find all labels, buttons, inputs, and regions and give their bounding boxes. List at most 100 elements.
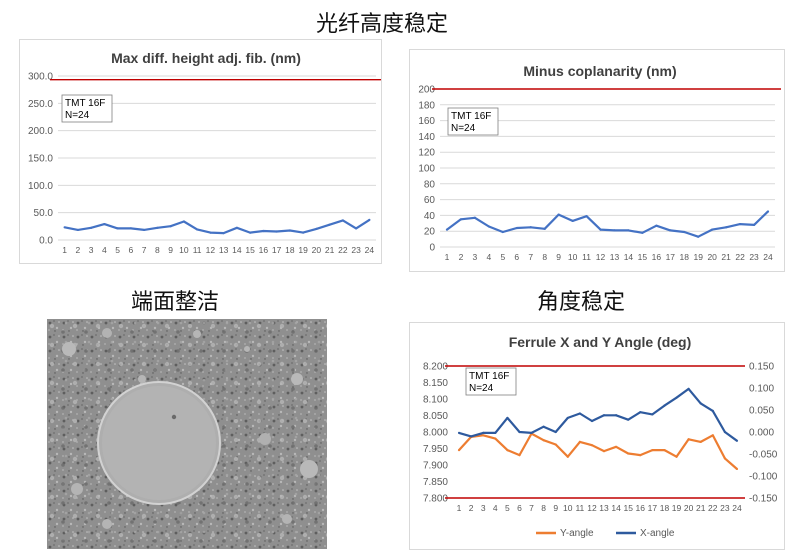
y-tick-label: 0: [429, 243, 435, 254]
x-tick-label: 13: [599, 503, 609, 513]
data-point: [578, 412, 581, 415]
data-point: [262, 229, 265, 233]
data-point: [590, 419, 594, 423]
y-tick-label: 8.000: [423, 428, 448, 439]
x-tick-label: 15: [245, 245, 255, 255]
annotation-line: N=24: [451, 123, 476, 134]
series-line-0: [446, 210, 769, 238]
x-tick-label: 9: [168, 245, 173, 255]
x-tick-label: 9: [553, 503, 558, 513]
data-point: [542, 425, 545, 428]
data-point: [615, 414, 618, 417]
x-tick-label: 14: [232, 245, 242, 255]
data-point: [663, 449, 666, 452]
data-point: [651, 413, 654, 416]
legend-label: X-angle: [640, 528, 675, 539]
data-point: [602, 414, 606, 417]
data-point: [697, 235, 700, 238]
data-point: [90, 226, 93, 229]
x-tick-label: 5: [115, 245, 120, 255]
x-tick-label: 15: [638, 252, 648, 262]
y-tick-label: 200: [418, 85, 435, 96]
data-point: [615, 445, 618, 448]
data-point: [627, 418, 630, 421]
legend-item: Y-angle: [536, 528, 594, 539]
x-tick-label: 13: [610, 252, 620, 262]
x-tick-label: 3: [473, 252, 478, 262]
y-tick-label: 160: [418, 116, 435, 127]
y-tick-label: 250.0: [28, 99, 53, 110]
series-line-y-angle: [458, 432, 738, 470]
y-tick-label: 200.0: [28, 126, 53, 137]
y2-tick-label: 0.150: [749, 362, 774, 373]
x-tick-label: 16: [652, 252, 662, 262]
chart-title: Ferrule X and Y Angle (deg): [509, 334, 692, 350]
x-tick-label: 16: [259, 245, 269, 255]
y-tick-label: 8.150: [423, 378, 448, 389]
data-point: [328, 223, 331, 226]
series-line-x-angle: [458, 387, 738, 442]
annotation-line: TMT 16F: [65, 98, 105, 109]
height-diff-chart: Max diff. height adj. fib. (nm) 0.0 50.0 10…: [19, 39, 382, 264]
y-tick-label: 40: [424, 211, 436, 222]
coplanarity-chart: Minus coplanarity (nm) 0 20 40 60 80 100 120 140…: [409, 49, 785, 272]
data-point: [669, 229, 672, 232]
x-tick-label: 6: [517, 503, 522, 513]
data-point: [143, 228, 146, 232]
series-line-0: [64, 218, 370, 235]
y2-tick-label: -0.050: [749, 450, 778, 461]
x-tick-label: 14: [611, 503, 621, 513]
data-point: [459, 218, 463, 221]
data-point: [501, 230, 504, 234]
x-tick-label: 19: [298, 245, 308, 255]
heading-fiber-height: 光纤高度稳定: [316, 12, 449, 37]
data-point: [566, 455, 569, 458]
y-tick-label: 100.0: [28, 181, 53, 192]
annotation-box: [447, 107, 499, 136]
chart-title: Max diff. height adj. fib. (nm): [111, 50, 301, 66]
y2-tick-label: 0.050: [749, 406, 774, 417]
data-point: [554, 443, 557, 446]
annotation-line: TMT 16F: [469, 371, 509, 382]
x-tick-label: 10: [568, 252, 578, 262]
data-point: [663, 404, 666, 407]
y-tick-label: 120: [418, 148, 435, 159]
data-point: [613, 229, 616, 232]
data-point: [602, 450, 606, 453]
y2-tick-label: 0.100: [749, 384, 774, 395]
x-tick-label: 20: [707, 252, 717, 262]
x-tick-label: 3: [89, 245, 94, 255]
y-tick-label: 7.950: [423, 444, 448, 455]
x-tick-label: 1: [62, 245, 67, 255]
x-tick-label: 7: [528, 252, 533, 262]
chart-title: Minus coplanarity (nm): [523, 63, 676, 79]
x-tick-label: 11: [193, 245, 202, 255]
data-point: [641, 231, 644, 234]
angle-chart: Ferrule X and Y Angle (deg) 7.800 7.850 7.9…: [409, 322, 785, 550]
data-point: [599, 228, 602, 231]
x-tick-label: 6: [514, 252, 519, 262]
data-point: [566, 416, 569, 420]
y-tick-label: 7.850: [423, 477, 448, 488]
data-point: [302, 231, 305, 234]
y-tick-label: 8.200: [423, 362, 448, 373]
x-tick-label: 4: [493, 503, 498, 513]
x-tick-label: 18: [680, 252, 690, 262]
x-tick-label: 11: [575, 503, 584, 513]
x-tick-label: 23: [720, 503, 730, 513]
x-tick-label: 23: [351, 245, 361, 255]
x-tick-label: 22: [338, 245, 348, 255]
data-point: [723, 430, 726, 434]
x-tick-label: 1: [457, 503, 462, 513]
data-point: [711, 434, 714, 437]
data-point: [494, 431, 497, 434]
x-tick-label: 13: [219, 245, 229, 255]
data-point: [182, 220, 185, 223]
data-point: [368, 218, 371, 221]
data-point: [627, 452, 630, 455]
x-tick-label: 4: [486, 252, 491, 262]
data-point: [543, 227, 546, 230]
y-tick-label: 80: [424, 179, 436, 190]
data-point: [683, 230, 686, 234]
